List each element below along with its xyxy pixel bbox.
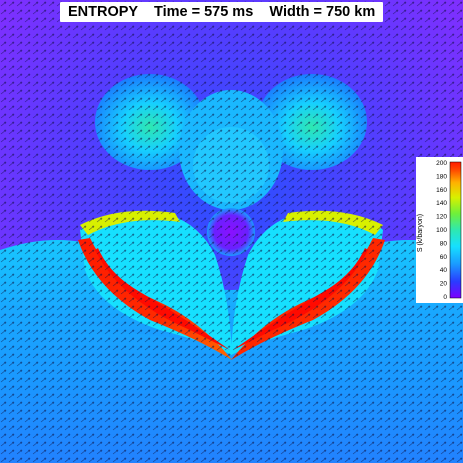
colorbar-tick-label: 20 (440, 281, 448, 288)
colorbar-tick-label: 100 (436, 227, 447, 234)
colorbar-tick-label: 80 (440, 240, 448, 247)
colorbar-tick-label: 180 (436, 173, 447, 180)
plot-title: ENTROPY Time = 575 ms Width = 750 km (60, 2, 384, 22)
title-time: Time = 575 ms (153, 4, 254, 20)
colorbar-tick-label: 200 (436, 160, 447, 167)
colorbar-tick-label: 60 (440, 254, 448, 261)
colorbar: S (k/baryon) 200 180 160 140 120 100 80 60 40 20 0 (416, 157, 463, 303)
colorbar-tick-label: 0 (443, 294, 447, 301)
colorbar-label: S (k/baryon) (417, 214, 424, 252)
colorbar-gradient (449, 161, 462, 299)
colorbar-tick-label: 40 (440, 267, 448, 274)
colorbar-tick-label: 140 (436, 200, 447, 207)
title-quantity: ENTROPY (68, 4, 138, 20)
colorbar-tick-label: 160 (436, 187, 447, 194)
title-width: Width = 750 km (269, 4, 376, 20)
colorbar-tick-label: 120 (436, 214, 447, 221)
